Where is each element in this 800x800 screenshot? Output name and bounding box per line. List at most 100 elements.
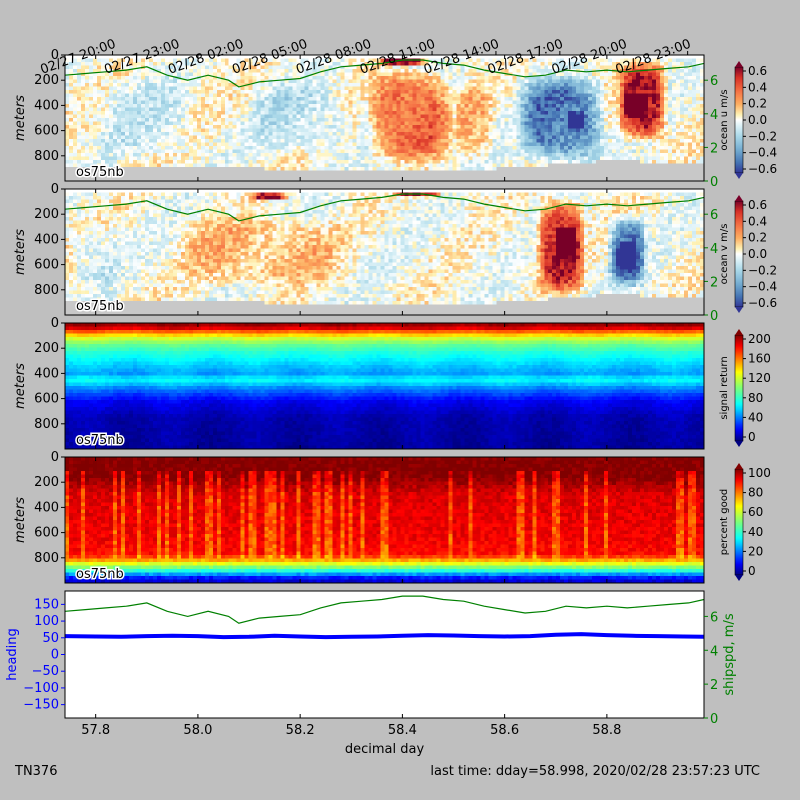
heatmap-cell [564,108,569,112]
heatmap-cell [189,143,194,147]
heatmap-cell [373,101,378,105]
heatmap-cell [408,73,413,77]
heatmap-cell [596,143,601,147]
heatmap-cell [373,87,378,91]
heatmap-cell [137,136,142,140]
heatmap-cell [185,115,190,119]
heatmap-cell [512,101,517,105]
heatmap-cell [604,83,609,87]
heatmap-cell [349,150,354,154]
heatmap-cell [265,143,270,147]
heatmap-cell [285,108,290,112]
heatmap-cell [604,146,609,150]
heatmap-cell [225,150,230,154]
heatmap-cell [508,97,513,101]
heatmap-cell [404,125,409,129]
heatmap-cell [500,160,505,164]
heatmap-cell [500,80,505,84]
heatmap-cell [333,164,338,168]
heatmap-cell [464,101,469,105]
heatmap-cell [105,139,110,143]
heatmap-cell [448,136,453,140]
heatmap-cell [576,139,581,143]
heatmap-cell [261,122,266,126]
heatmap-cell [233,55,238,59]
heatmap-cell [81,153,86,157]
heatmap-cell [141,160,146,164]
heatmap-cell [217,129,222,133]
heatmap-cell [369,153,374,157]
heatmap-cell [113,146,118,150]
heatmap-cell [552,97,557,101]
heatmap-cell [353,136,358,140]
heatmap-cell [572,143,577,147]
heatmap-cell [396,76,401,80]
heatmap-cell [388,69,393,73]
heatmap-cell [81,157,86,161]
heatmap-cell [253,125,258,129]
heatmap-cell [416,101,421,105]
heatmap-cell [436,125,441,129]
heatmap-cell [396,104,401,108]
heatmap-cell [237,108,242,112]
heatmap-cell [357,139,362,143]
heatmap-cell [185,111,190,115]
heatmap-cell [157,139,162,143]
heatmap-cell [444,143,449,147]
heatmap-cell [428,115,433,119]
heatmap-cell [568,174,573,178]
heatmap-cell [333,118,338,122]
heatmap-cell [309,153,314,157]
heatmap-cell [269,143,274,147]
heatmap-cell [205,129,210,133]
heatmap-cell [205,90,210,94]
heatmap-cell [600,111,605,115]
heatmap-cell [325,94,330,98]
heatmap-cell [157,143,162,147]
heatmap-cell [81,80,86,84]
heatmap-cell [604,171,609,175]
heatmap-cell [396,125,401,129]
heatmap-cell [464,76,469,80]
heatmap-cell [456,139,461,143]
heatmap-cell [177,171,182,175]
heatmap-cell [233,153,238,157]
heatmap-cell [373,150,378,154]
heatmap-cell [448,164,453,168]
heatmap-cell [229,136,234,140]
heatmap-cell [357,143,362,147]
heatmap-cell [544,83,549,87]
heatmap-cell [325,132,330,136]
heatmap-cell [484,97,489,101]
heatmap-cell [305,115,310,119]
heatmap-cell [273,122,278,126]
heatmap-cell [181,125,186,129]
heatmap-cell [512,164,517,168]
heatmap-cell [608,125,613,129]
heatmap-cell [153,111,158,115]
heatmap-cell [488,101,493,105]
heatmap-cell [436,108,441,112]
heatmap-cell [548,104,553,108]
heatmap-cell [568,157,573,161]
heatmap-cell [129,132,134,136]
heatmap-cell [612,87,617,91]
heatmap-cell [177,90,182,94]
heatmap-cell [436,153,441,157]
heatmap-cell [281,69,286,73]
heatmap-cell [369,97,374,101]
heatmap-cell [484,115,489,119]
heatmap-cell [301,160,306,164]
heatmap-cell [600,129,605,133]
heatmap-cell [408,174,413,178]
heatmap-cell [277,97,282,101]
heatmap-cell [420,171,425,175]
heatmap-cell [309,80,314,84]
heatmap-cell [528,157,533,161]
heatmap-cell [536,83,541,87]
heatmap-cell [133,174,138,178]
heatmap-cell [576,125,581,129]
heatmap-cell [301,171,306,175]
heatmap-cell [269,94,274,98]
heatmap-cell [608,90,613,94]
